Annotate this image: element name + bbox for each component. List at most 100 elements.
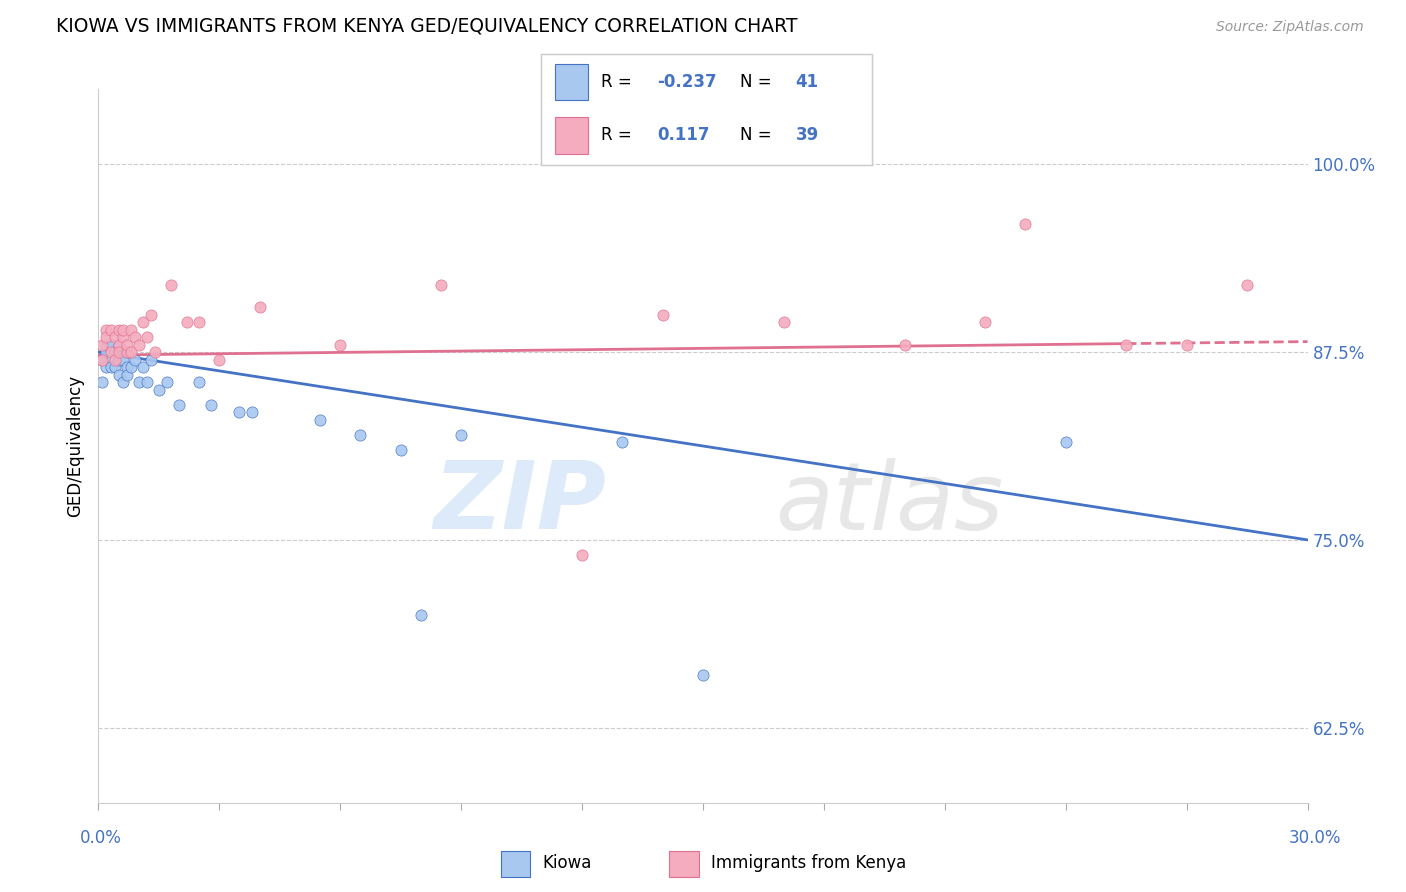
Point <box>692 668 714 682</box>
Point <box>128 337 150 351</box>
FancyBboxPatch shape <box>501 851 530 877</box>
Point <box>571 548 593 562</box>
Point <box>240 405 263 419</box>
Point <box>103 345 125 359</box>
Text: Immigrants from Kenya: Immigrants from Kenya <box>711 854 907 872</box>
Point <box>135 330 157 344</box>
Point <box>115 345 138 359</box>
Point <box>91 352 114 367</box>
Point <box>329 337 352 351</box>
Point <box>309 413 332 427</box>
Point <box>612 435 634 450</box>
Point <box>111 375 134 389</box>
Point <box>1115 337 1137 351</box>
Point <box>139 352 162 367</box>
Text: Source: ZipAtlas.com: Source: ZipAtlas.com <box>1216 21 1364 34</box>
Point <box>349 427 371 442</box>
FancyBboxPatch shape <box>554 117 588 154</box>
Point <box>111 330 134 344</box>
Point <box>143 345 166 359</box>
Point <box>167 398 190 412</box>
FancyBboxPatch shape <box>669 851 699 877</box>
Point <box>188 315 211 329</box>
Point <box>96 322 118 336</box>
Text: N =: N = <box>740 127 776 145</box>
Point <box>111 352 134 367</box>
Point <box>176 315 198 329</box>
Point <box>107 368 129 382</box>
Point <box>91 337 114 351</box>
Point <box>1175 818 1198 832</box>
Point <box>103 330 125 344</box>
Point <box>1175 337 1198 351</box>
Point <box>135 375 157 389</box>
Point <box>124 352 146 367</box>
Point <box>228 405 250 419</box>
Y-axis label: GED/Equivalency: GED/Equivalency <box>66 375 84 517</box>
Point <box>111 322 134 336</box>
Text: R =: R = <box>600 73 637 91</box>
Point <box>208 352 231 367</box>
Text: atlas: atlas <box>776 458 1004 549</box>
Point <box>96 337 118 351</box>
Point <box>120 345 142 359</box>
Point <box>1236 277 1258 292</box>
Text: N =: N = <box>740 73 776 91</box>
Text: 39: 39 <box>796 127 818 145</box>
Point <box>115 337 138 351</box>
Point <box>115 345 138 359</box>
Point <box>139 308 162 322</box>
Point <box>1054 435 1077 450</box>
Point <box>100 352 122 367</box>
Point <box>115 368 138 382</box>
Point <box>120 322 142 336</box>
Point <box>188 375 211 389</box>
Point <box>249 300 271 314</box>
Point <box>107 345 129 359</box>
Point <box>91 352 114 367</box>
Point <box>156 375 179 389</box>
Text: 30.0%: 30.0% <box>1288 829 1341 847</box>
Point <box>124 330 146 344</box>
Point <box>893 337 915 351</box>
Point <box>107 352 129 367</box>
Text: -0.237: -0.237 <box>657 73 717 91</box>
Point <box>107 322 129 336</box>
Text: 0.0%: 0.0% <box>80 829 122 847</box>
Point <box>651 308 673 322</box>
Text: R =: R = <box>600 127 637 145</box>
Point <box>389 442 412 457</box>
Point <box>772 315 794 329</box>
Point <box>107 337 129 351</box>
Text: 0.117: 0.117 <box>657 127 710 145</box>
Point <box>107 337 129 351</box>
Point <box>200 398 222 412</box>
Point <box>430 277 453 292</box>
Point <box>100 322 122 336</box>
Point <box>100 337 122 351</box>
Text: Kiowa: Kiowa <box>543 854 592 872</box>
Point <box>974 315 997 329</box>
Text: 41: 41 <box>796 73 818 91</box>
Point <box>115 360 138 375</box>
Point <box>103 345 125 359</box>
Text: ZIP: ZIP <box>433 457 606 549</box>
Point <box>120 360 142 375</box>
Point <box>1014 218 1036 232</box>
Point <box>91 375 114 389</box>
Point <box>132 315 155 329</box>
Point <box>450 427 472 442</box>
Point <box>160 277 183 292</box>
Point <box>148 383 170 397</box>
Point <box>132 360 155 375</box>
Point <box>96 360 118 375</box>
Point <box>103 360 125 375</box>
FancyBboxPatch shape <box>554 63 588 101</box>
Point <box>100 345 122 359</box>
Point <box>128 375 150 389</box>
Point <box>103 352 125 367</box>
Text: KIOWA VS IMMIGRANTS FROM KENYA GED/EQUIVALENCY CORRELATION CHART: KIOWA VS IMMIGRANTS FROM KENYA GED/EQUIV… <box>56 16 797 35</box>
Point <box>100 360 122 375</box>
Point <box>409 607 432 622</box>
Point <box>96 330 118 344</box>
